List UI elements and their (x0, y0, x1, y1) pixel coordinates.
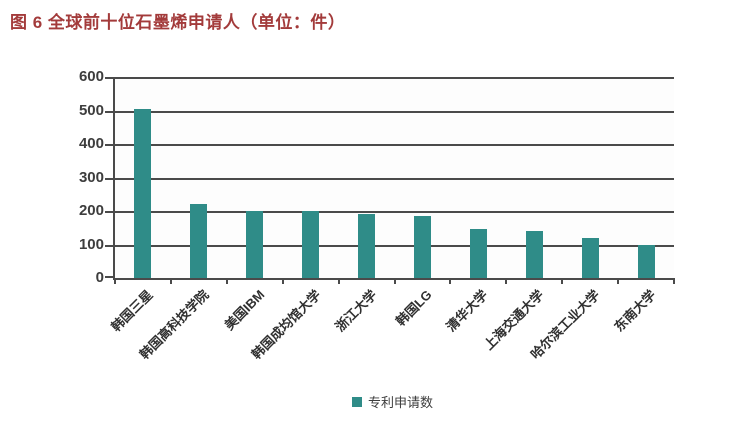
y-tick-label-100: 100 (78, 235, 104, 253)
y-tick-label-300: 300 (78, 168, 104, 186)
x-tick (337, 278, 340, 284)
x-tick (561, 278, 564, 284)
bar-6 (413, 216, 431, 278)
x-tick (114, 278, 116, 284)
gridline-500 (115, 110, 674, 113)
y-axis: 0 100 200 300 400 500 600 (56, 68, 104, 286)
y-tick-label-600: 600 (78, 68, 104, 85)
x-category-label-6: 韩国LG (393, 287, 436, 329)
figure-title: 图 6 全球前十位石墨烯申请人（单位：件） (10, 13, 346, 32)
gridline-400 (115, 144, 674, 147)
x-category-label-10: 东南大学 (611, 287, 659, 335)
bar-3 (246, 211, 264, 278)
y-tick (105, 177, 114, 180)
legend-swatch (351, 396, 362, 407)
y-tick (105, 211, 114, 214)
x-tick (169, 278, 172, 284)
gridline-200 (115, 211, 674, 214)
legend: 专利申请数 (113, 392, 672, 411)
y-tick-label-500: 500 (78, 101, 104, 119)
x-tick (393, 278, 396, 284)
bar-10 (637, 244, 655, 278)
gridline-600 (115, 77, 674, 79)
bar-8 (525, 231, 543, 278)
gridline-100 (115, 244, 674, 247)
x-category-label-7: 清华大学 (443, 287, 491, 335)
x-tick (617, 278, 620, 284)
gridline-300 (115, 177, 674, 180)
y-tick (105, 244, 114, 247)
y-tick (105, 276, 114, 278)
plot-area (105, 77, 675, 284)
legend-label: 专利申请数 (367, 395, 433, 410)
x-axis-labels: 韩国三星 韩国高科技学院 美国IBM 韩国成均馆大学 浙江大学 韩国LG 清华大学 上海交通大… (108, 287, 672, 392)
bar-4 (302, 211, 320, 278)
x-tick (281, 278, 284, 284)
y-tick-label-200: 200 (78, 202, 104, 220)
bar-1 (134, 108, 152, 278)
bar-9 (581, 237, 599, 278)
bar-7 (469, 229, 487, 278)
x-category-label-4: 韩国成均馆大学 (248, 287, 324, 362)
y-tick (105, 144, 114, 147)
y-tick-label-400: 400 (78, 135, 104, 153)
x-category-label-3: 美国IBM (221, 287, 268, 333)
x-category-label-9: 哈尔滨工业大学 (527, 287, 603, 362)
bar-5 (358, 214, 376, 278)
x-tick (673, 278, 675, 284)
x-category-label-2: 韩国高科技学院 (136, 287, 212, 362)
x-category-label-5: 浙江大学 (331, 287, 380, 335)
x-tick (225, 278, 228, 284)
x-category-label-1: 韩国三星 (108, 287, 156, 335)
x-category-label-8: 上海交通大学 (481, 287, 547, 353)
x-tick (449, 278, 452, 284)
y-tick-label-0: 0 (95, 269, 104, 286)
y-tick (105, 110, 114, 113)
x-tick (505, 278, 508, 284)
y-tick (105, 77, 114, 79)
bar-2 (190, 204, 208, 278)
